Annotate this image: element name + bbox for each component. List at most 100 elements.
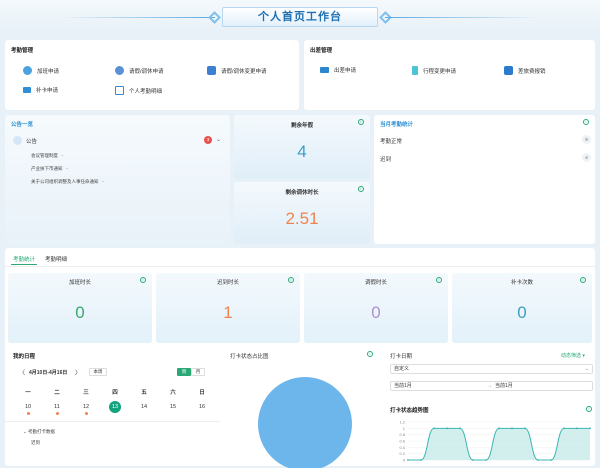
weekday-label: 日 <box>199 390 205 396</box>
annual-leave-value: 4 <box>297 142 307 161</box>
trend-point <box>524 427 526 430</box>
itinerary-change-link[interactable]: 行程变更申请 <box>412 66 456 75</box>
leave-apply-label: 请假/调休申请 <box>129 68 164 75</box>
date-mode-select[interactable]: 自定义 ⌄ <box>390 364 593 374</box>
detail-icon <box>115 86 124 95</box>
info-icon[interactable]: i <box>586 406 592 412</box>
weekday-label: 二 <box>54 390 60 396</box>
kpi-value: 0 <box>75 303 85 322</box>
trend-point <box>537 459 539 461</box>
info-icon[interactable]: i <box>436 277 442 283</box>
calendar-day[interactable]: 10 <box>24 404 32 410</box>
y-tick-label: 1.2 <box>399 420 405 425</box>
leave-change-icon <box>207 66 216 75</box>
kpi-value: 0 <box>517 303 527 322</box>
info-icon[interactable]: i <box>580 277 586 283</box>
notice-group-icon <box>13 136 22 145</box>
y-tick-label: 0 <box>403 458 406 463</box>
normal-count: 9 <box>582 135 591 144</box>
trend-point <box>472 459 474 461</box>
info-icon[interactable]: i <box>367 351 373 357</box>
weekday-label: 三 <box>83 390 89 396</box>
calendar-divider <box>5 421 220 422</box>
info-icon[interactable]: i <box>358 119 364 125</box>
calendar-day[interactable]: 16 <box>198 404 206 410</box>
this-week-button[interactable]: 本周 <box>89 368 107 376</box>
comp-time-title: 剩余调休时长 <box>285 190 319 196</box>
late-count: 4 <box>582 153 591 162</box>
month-mode-button[interactable]: 月 <box>191 368 205 376</box>
trend-point <box>589 427 591 430</box>
pie-title: 打卡状态占比图 <box>230 354 269 360</box>
tab-indicator <box>11 264 37 265</box>
trend-point <box>485 459 487 461</box>
leave-icon <box>115 66 124 75</box>
attendance-panel: 考勤管理 加班申请 请假/调休申请 请假/调休变更申请 补卡申请 个人考勤明细 <box>5 40 299 110</box>
weekday-label: 五 <box>141 390 147 396</box>
itinerary-icon <box>412 66 418 75</box>
y-tick-label: 1 <box>403 426 406 431</box>
trend-point <box>563 427 565 430</box>
kpi-card-adjust: 调假时长 i 0 <box>304 273 448 343</box>
y-tick-label: 0.2 <box>399 451 405 456</box>
trend-point <box>420 459 422 461</box>
trend-point <box>433 427 435 430</box>
caret-down-icon: ▾ <box>582 353 585 359</box>
notice-item[interactable]: 关于公司组织调整及人事任命通知 - <box>31 179 104 184</box>
chevron-down-icon[interactable]: ⌄ <box>216 137 222 143</box>
punch-record: 迟到 <box>31 440 40 445</box>
chevron-down-icon: ⌄ <box>584 366 589 372</box>
info-icon[interactable]: i <box>140 277 146 283</box>
dynamic-filter-toggle[interactable]: 动态筛选 ▾ <box>561 353 585 359</box>
itinerary-change-label: 行程变更申请 <box>423 68 457 75</box>
leave-apply-link[interactable]: 请假/调休申请 <box>115 66 164 75</box>
tab-divider <box>5 266 595 267</box>
personal-detail-label: 个人考勤明细 <box>129 88 163 95</box>
info-icon[interactable]: i <box>288 277 294 283</box>
travel-apply-label: 出差申请 <box>334 68 357 74</box>
overtime-apply-link[interactable]: 加班申请 <box>23 66 59 75</box>
comp-time-card: 剩余调休时长 i 2.51 <box>234 182 370 244</box>
kpi-card-makeup: 补卡次数 i 0 <box>452 273 592 343</box>
calendar-day-today[interactable]: 13 <box>109 401 121 413</box>
date-range-picker[interactable]: 当前1月 → 当前1月 <box>390 381 593 391</box>
event-dot <box>85 412 88 415</box>
calendar-day[interactable]: 12 <box>82 404 90 410</box>
notice-item[interactable]: 产业扶下市通知 - <box>31 166 68 171</box>
arrow-right-icon: → <box>487 383 492 389</box>
event-dot <box>56 412 59 415</box>
notice-item[interactable]: 会议管理制度 - <box>31 153 64 158</box>
info-icon[interactable]: i <box>583 119 589 125</box>
card-apply-link[interactable]: 补卡申请 <box>23 86 58 94</box>
comp-time-value: 2.51 <box>285 209 319 228</box>
overtime-apply-label: 加班申请 <box>37 68 60 75</box>
month-stats-panel: 当月考勤统计 i 考勤正常 9 迟到 4 <box>374 115 595 244</box>
reimburse-link[interactable]: 差旅费报销 <box>504 66 546 75</box>
leave-change-label: 请假/调休变更申请 <box>221 68 267 75</box>
prev-week-button[interactable]: 〈 <box>19 371 26 377</box>
travel-title: 出差管理 <box>310 48 333 54</box>
travel-apply-link[interactable]: 出差申请 <box>320 66 356 74</box>
notice-panel: 公告一览 公告 3 ⌄ 会议管理制度 - 产业扶下市通知 - 关于公司组织调整及… <box>5 115 230 244</box>
punch-data-section[interactable]: ⌄ 考勤打卡数据 <box>23 429 56 434</box>
calendar-day[interactable]: 11 <box>54 404 60 410</box>
tab-attendance-stats[interactable]: 考勤统计 <box>13 257 36 263</box>
trend-point <box>511 427 513 430</box>
leave-change-link[interactable]: 请假/调休变更申请 <box>207 66 267 75</box>
next-week-button[interactable]: 〉 <box>75 371 82 377</box>
card-apply-label: 补卡申请 <box>36 88 59 94</box>
reimburse-icon <box>504 66 513 75</box>
header-line-left <box>60 17 215 18</box>
stats-section: 考勤统计 考勤明细 加班时长 i 0 迟到时长 i 1 调假时长 i 0 补卡次… <box>5 248 595 468</box>
weekday-label: 一 <box>25 390 31 396</box>
info-icon[interactable]: i <box>358 186 364 192</box>
page-header: 个人首页工作台 <box>0 0 600 36</box>
tab-attendance-detail[interactable]: 考勤明细 <box>45 257 68 263</box>
week-mode-button[interactable]: 周 <box>177 368 191 376</box>
calendar-day[interactable]: 14 <box>140 404 148 410</box>
notice-group-label[interactable]: 公告 <box>26 139 38 145</box>
travel-icon <box>320 67 329 73</box>
personal-detail-link[interactable]: 个人考勤明细 <box>115 86 162 95</box>
calendar-day[interactable]: 15 <box>169 404 177 410</box>
event-dot <box>27 412 30 415</box>
